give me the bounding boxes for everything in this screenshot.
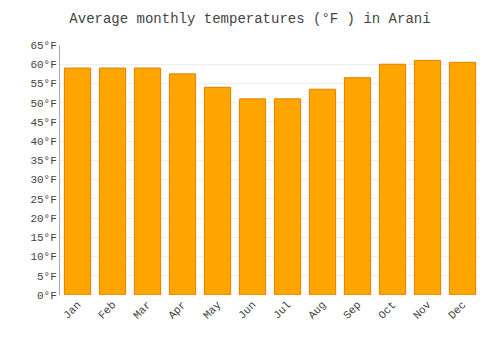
- svg-text:10°F: 10°F: [30, 251, 56, 263]
- svg-text:55°F: 55°F: [30, 78, 56, 90]
- svg-text:Sep: Sep: [341, 299, 363, 321]
- svg-text:Mar: Mar: [131, 299, 153, 321]
- svg-text:Aug: Aug: [306, 299, 328, 321]
- svg-text:Feb: Feb: [96, 299, 118, 321]
- svg-text:Jul: Jul: [271, 299, 293, 321]
- svg-text:35°F: 35°F: [30, 155, 56, 167]
- svg-text:Oct: Oct: [376, 299, 398, 321]
- svg-text:25°F: 25°F: [30, 194, 56, 206]
- svg-text:Dec: Dec: [446, 299, 468, 321]
- svg-text:Jun: Jun: [236, 299, 258, 321]
- svg-text:60°F: 60°F: [30, 59, 56, 71]
- svg-text:Jan: Jan: [61, 299, 83, 321]
- svg-text:45°F: 45°F: [30, 117, 56, 129]
- svg-text:20°F: 20°F: [30, 213, 56, 225]
- svg-text:15°F: 15°F: [30, 232, 56, 244]
- svg-text:Average monthly temperatures (: Average monthly temperatures (°F ) in Ar…: [69, 11, 430, 27]
- svg-text:Nov: Nov: [411, 299, 434, 322]
- svg-text:65°F: 65°F: [30, 40, 56, 52]
- svg-text:Apr: Apr: [166, 299, 188, 321]
- svg-text:40°F: 40°F: [30, 136, 56, 148]
- svg-text:0°F: 0°F: [37, 290, 57, 302]
- svg-text:50°F: 50°F: [30, 98, 56, 110]
- svg-text:5°F: 5°F: [37, 271, 57, 283]
- svg-text:30°F: 30°F: [30, 174, 56, 186]
- svg-text:May: May: [201, 299, 224, 322]
